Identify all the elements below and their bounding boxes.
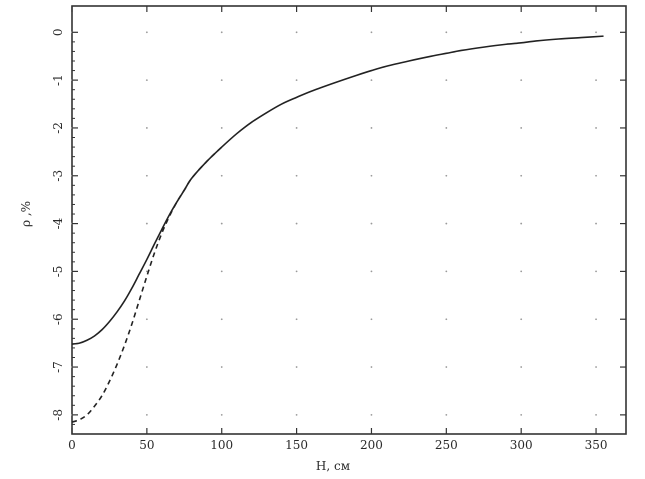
grid-dot (595, 31, 597, 34)
y-tick-label: -3 (51, 170, 65, 182)
grid-dot (595, 222, 597, 225)
grid-dot (370, 270, 373, 273)
grid-dot (445, 366, 448, 368)
grid-dot (520, 413, 523, 416)
y-tick-label: -1 (51, 74, 65, 86)
grid-dot (220, 366, 223, 368)
grid-dot (220, 127, 223, 129)
grid-dot (145, 270, 148, 273)
grid-dot (520, 222, 523, 225)
grid-dots (71, 31, 597, 416)
grid-dot (595, 270, 597, 273)
series-dashed-line (71, 146, 223, 423)
grid-dot (445, 413, 448, 416)
grid-dot (295, 270, 298, 273)
grid-dot (295, 222, 298, 225)
grid-dot (445, 222, 448, 225)
grid-dot (445, 270, 448, 273)
y-tick-label: -7 (51, 361, 65, 373)
grid-dot (295, 79, 298, 82)
grid-dot (145, 31, 148, 34)
grid-dot (220, 174, 223, 177)
grid-dot (370, 366, 373, 368)
x-tick-label: 50 (139, 438, 154, 452)
grid-dot (520, 366, 523, 368)
grid-dot (220, 31, 223, 34)
grid-dot (520, 79, 523, 82)
grid-dot (220, 318, 223, 321)
x-tick-label: 0 (68, 438, 76, 452)
grid-dot (295, 31, 298, 34)
grid-dot (445, 318, 448, 321)
grid-dot (220, 79, 223, 82)
x-tick-label: 300 (510, 438, 533, 452)
y-tick-label: -5 (51, 266, 65, 278)
y-tick-label: -2 (51, 122, 65, 134)
grid-dot (595, 366, 597, 368)
grid-dot (370, 174, 373, 177)
grid-dot (445, 174, 448, 177)
grid-dot (370, 222, 373, 225)
x-tick-label: 100 (210, 438, 233, 452)
grid-dot (295, 318, 298, 321)
grid-dot (445, 31, 448, 34)
grid-dot (220, 222, 223, 225)
y-axis-label: ρ ,% (19, 201, 33, 227)
grid-dot (295, 127, 298, 129)
y-tick-label: -4 (51, 217, 65, 229)
x-tick-label: 200 (360, 438, 383, 452)
grid-dot (595, 318, 597, 321)
grid-dot (145, 127, 148, 129)
x-axis: 0 50 100 150 200 250 300 350 (68, 6, 608, 452)
x-tick-label: 150 (285, 438, 308, 452)
grid-dot (520, 174, 523, 177)
grid-dot (145, 174, 148, 177)
y-tick-label: 0 (51, 28, 65, 36)
y-tick-label: -6 (51, 313, 65, 325)
grid-dot (295, 174, 298, 177)
grid-dot (220, 270, 223, 273)
grid-dot (145, 318, 148, 321)
y-axis: 0 -1 -2 -3 -4 -5 -6 -7 -8 (51, 28, 626, 435)
series-group (71, 35, 604, 423)
grid-dot (520, 31, 523, 34)
grid-dot (595, 413, 597, 416)
grid-dot (370, 79, 373, 82)
grid-dot (370, 31, 373, 34)
grid-dot (220, 413, 223, 416)
grid-dot (520, 127, 523, 129)
grid-dot (520, 270, 523, 273)
x-tick-label: 250 (435, 438, 458, 452)
grid-dot (370, 413, 373, 416)
grid-dot (370, 318, 373, 321)
grid-dot (145, 413, 148, 416)
grid-dot (445, 127, 448, 129)
grid-dot (595, 79, 597, 82)
grid-dot (295, 366, 298, 368)
grid-dot (445, 79, 448, 82)
y-tick-label: -8 (51, 409, 65, 421)
plot-frame (71, 5, 627, 435)
grid-dot (145, 366, 148, 368)
grid-dot (520, 318, 523, 321)
grid-dot (295, 413, 298, 416)
grid-dot (370, 127, 373, 129)
x-axis-label: H, см (316, 459, 350, 473)
grid-dot (145, 222, 148, 225)
grid-dot (595, 127, 597, 129)
series-solid-line (71, 35, 604, 345)
grid-dot (595, 174, 597, 177)
grid-dot (145, 79, 148, 82)
x-tick-label: 350 (585, 438, 608, 452)
